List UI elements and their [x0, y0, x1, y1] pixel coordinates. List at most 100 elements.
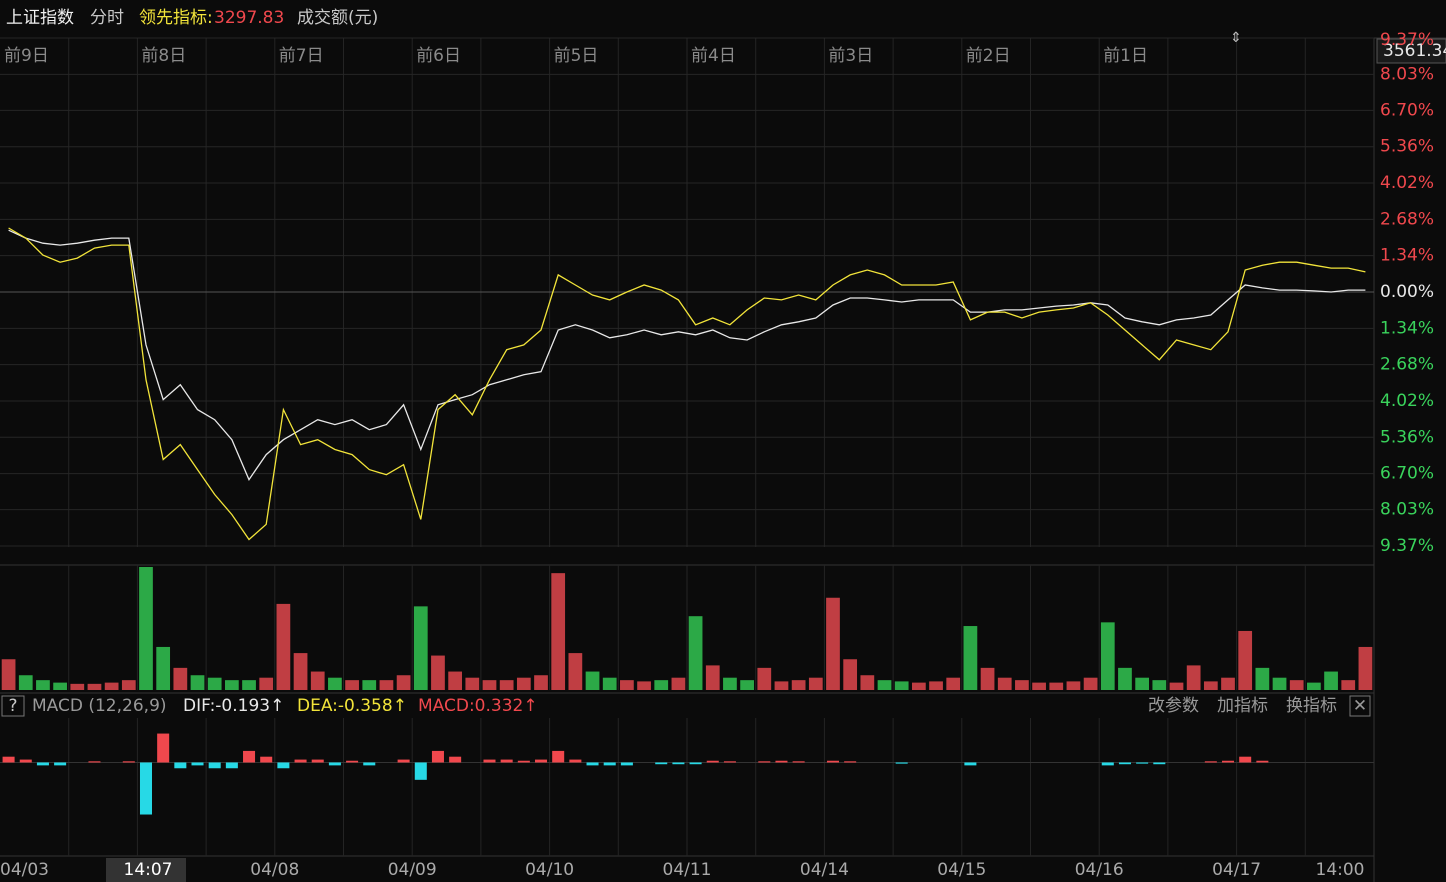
- volume-bar: [87, 683, 102, 690]
- volume-bar: [1066, 681, 1081, 690]
- volume-bar: [1203, 681, 1218, 690]
- volume-bar: [1238, 630, 1253, 690]
- day-label: 前3日: [828, 46, 873, 66]
- volume-bar: [671, 677, 686, 690]
- volume-bar: [173, 667, 188, 690]
- volume-bar: [1341, 680, 1356, 690]
- indicator-value: 3297.83: [214, 8, 284, 28]
- y-tick-label: 8.03%: [1380, 64, 1434, 84]
- y-tick-label: 4.02%: [1380, 391, 1434, 411]
- macd-bar: [294, 759, 307, 763]
- volume-bar: [121, 680, 136, 690]
- y-tick-label: 5.36%: [1380, 137, 1434, 157]
- mode[interactable]: 分时: [90, 8, 124, 28]
- indicator-label: 领先指标:: [139, 8, 213, 28]
- toolbar-button[interactable]: 换指标: [1286, 696, 1337, 716]
- y-tick-label: 4.02%: [1380, 173, 1434, 193]
- macd-bar: [19, 759, 32, 763]
- macd-bar: [191, 762, 204, 766]
- x-label: 04/17: [1212, 860, 1261, 880]
- volume-bar: [1100, 622, 1115, 690]
- macd-bar: [552, 750, 565, 763]
- index-name: 上证指数: [6, 8, 74, 28]
- macd-bar: [208, 762, 221, 769]
- dea: DEA:-0.358↑: [297, 696, 407, 716]
- macd-bar: [1204, 761, 1217, 763]
- volume-bar: [190, 675, 205, 690]
- volume-bar: [637, 681, 651, 690]
- volume-bar: [791, 680, 806, 690]
- macd-bar: [174, 762, 187, 769]
- volume-bar: [224, 680, 239, 690]
- macd-bar: [431, 750, 444, 763]
- macd-bar: [500, 759, 513, 763]
- volume-bar: [774, 681, 789, 690]
- toolbar-button[interactable]: 改参数: [1148, 696, 1199, 716]
- x-label: 14:00: [1316, 860, 1365, 880]
- macd-bar: [586, 762, 599, 766]
- day-label: 前1日: [1103, 46, 1148, 66]
- volume-bar: [1255, 667, 1270, 690]
- volume-bar: [1083, 677, 1098, 690]
- macd-bar: [2, 756, 15, 763]
- macd-bar: [225, 762, 238, 769]
- macd-bar: [569, 759, 582, 763]
- volume-bar: [757, 667, 772, 690]
- y-tick-label: 2.68%: [1380, 355, 1434, 375]
- y-tick-label: 0.00%: [1380, 282, 1434, 302]
- y-tick-label: 8.03%: [1380, 500, 1434, 520]
- volume-bar: [379, 680, 394, 690]
- volume-bar: [860, 675, 875, 690]
- volume-bar: [946, 677, 961, 690]
- volume-bar: [1221, 677, 1235, 690]
- x-label: 04/16: [1075, 860, 1124, 880]
- macd-bar: [1256, 760, 1269, 763]
- macd-bar: [54, 762, 67, 766]
- volume-bar: [1152, 680, 1167, 690]
- x-label: 04/14: [800, 860, 849, 880]
- macd-bar: [1153, 762, 1166, 765]
- volume-bar: [585, 671, 600, 690]
- macd-bar: [483, 759, 496, 763]
- volume-bar: [568, 653, 583, 690]
- macd-bar: [449, 756, 462, 763]
- macd-bar: [139, 762, 152, 815]
- volume-bar: [345, 680, 359, 690]
- macd-bar: [328, 762, 341, 766]
- macd-bar: [826, 760, 839, 763]
- volume-bar: [723, 677, 737, 690]
- macd-bar: [414, 762, 427, 780]
- day-label: 前7日: [279, 46, 324, 66]
- macd-bar: [655, 762, 668, 765]
- volume-bar: [276, 603, 291, 690]
- macd-bar: [260, 756, 273, 763]
- dif: DIF:-0.193↑: [183, 696, 284, 716]
- volume-bar: [18, 675, 33, 690]
- volume-bar: [207, 677, 222, 690]
- toolbar-button[interactable]: 加指标: [1217, 696, 1268, 716]
- y-tick-label: 6.70%: [1380, 464, 1434, 484]
- help[interactable]: ?: [8, 696, 17, 716]
- y-tick-label: 5.36%: [1380, 427, 1434, 447]
- x-label: 04/03: [0, 860, 49, 880]
- x-label: 04/08: [250, 860, 299, 880]
- volume-bar: [36, 680, 50, 690]
- volume-bar: [620, 680, 634, 690]
- y-tick-label: 1.34%: [1380, 318, 1434, 338]
- macd-bar: [775, 760, 788, 763]
- volume-bar: [929, 681, 943, 690]
- cursor-handle[interactable]: ⇕: [1230, 30, 1242, 46]
- x-label: 04/15: [937, 860, 986, 880]
- help-box[interactable]: [1, 695, 25, 717]
- macd-bar: [1222, 760, 1235, 763]
- macd-bar: [88, 761, 101, 763]
- macd-bar: [723, 761, 736, 763]
- macd-bar: [1101, 762, 1114, 766]
- y-tick-label: 9.37%: [1380, 30, 1434, 50]
- volume-bar: [328, 677, 342, 690]
- close-box[interactable]: [1349, 695, 1371, 717]
- x-label: 04/11: [663, 860, 712, 880]
- price-tag: 3561.34: [1383, 41, 1446, 61]
- close-icon[interactable]: ✕: [1353, 696, 1367, 716]
